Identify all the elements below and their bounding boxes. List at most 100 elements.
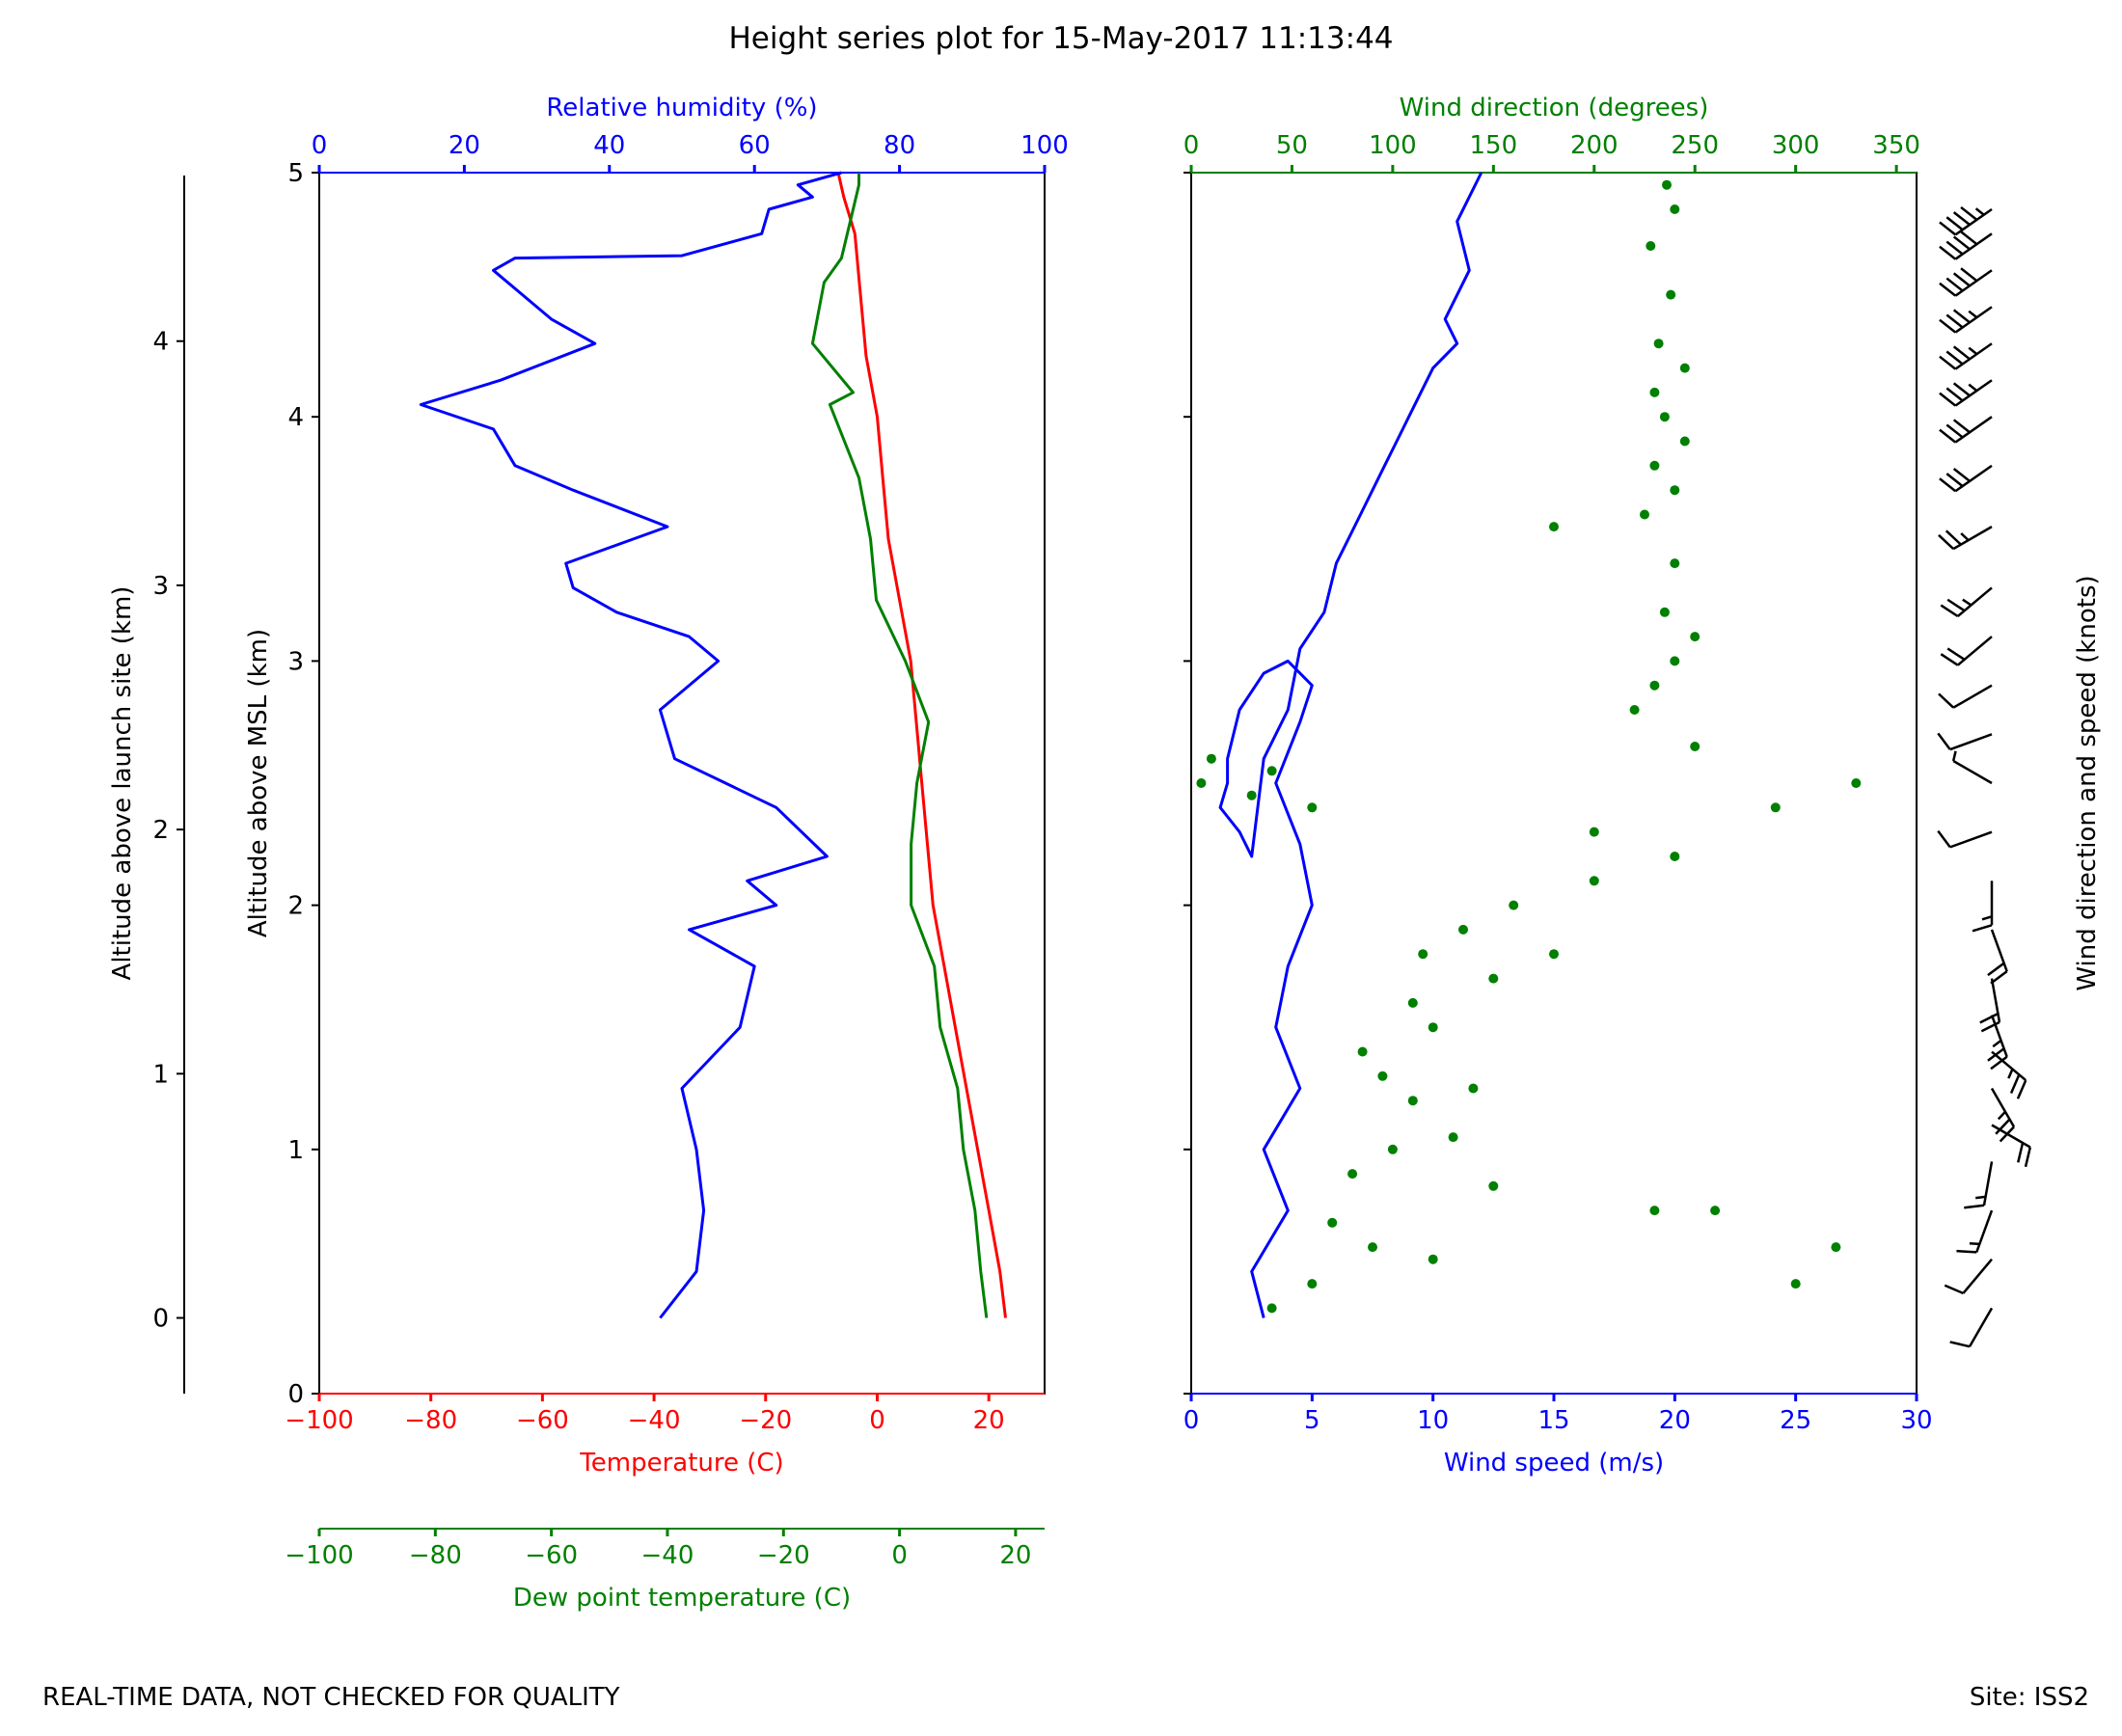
wind-direction-point (1448, 1132, 1458, 1143)
wind-barb-flag (1938, 533, 1955, 551)
wind-barb (1944, 1258, 1993, 1295)
dew-axis-tick-label: −60 (525, 1541, 578, 1570)
wind-direction-point (1589, 876, 1599, 886)
wind-barb-staff (1991, 1124, 2031, 1149)
wind-barb (1949, 1307, 1994, 1348)
wind-barb-flag (1952, 419, 1971, 434)
wind-direction-point (1549, 522, 1559, 532)
launch-tick-label: 3 (152, 572, 169, 601)
wind-direction-point (1488, 973, 1499, 984)
wind-barb-staff (1962, 1258, 1993, 1294)
wind-direction-point (1666, 289, 1676, 300)
wind-direction-point (1649, 387, 1660, 397)
speed-axis-tick-label: 25 (1780, 1406, 1811, 1435)
wind-direction-point (1509, 900, 1519, 910)
wind-barb (1939, 342, 1993, 370)
wind-barb-staff (1990, 1015, 2008, 1058)
wind-barb-staff (1952, 684, 1993, 709)
wind-barb (1951, 750, 1993, 785)
wind-barb-staff (1990, 929, 2008, 972)
launch-axis-label: Altitude above launch site (km) (108, 586, 137, 981)
wind-direction-point (1488, 1180, 1499, 1191)
wind-barb (1964, 1161, 1994, 1209)
wind-direction-point (1659, 607, 1670, 617)
wind-barb (1972, 881, 1994, 933)
temp-axis-tick-label: −40 (628, 1406, 681, 1435)
wind-barb-half-flag (1975, 1195, 1986, 1200)
wind-barb-staff (1952, 526, 1993, 551)
wind-barb-flag (1939, 282, 1957, 297)
wind-direction-point (1418, 949, 1428, 960)
relative-humidity-line (419, 171, 842, 1319)
wind-direction-point (1662, 179, 1672, 190)
msl-tick-label: 5 (287, 159, 304, 188)
temperature-line (836, 172, 1007, 1318)
rh-axis-tick-label: 60 (739, 131, 771, 160)
wind-barb-staff (1991, 1050, 2027, 1082)
msl-tick-label: 0 (287, 1380, 304, 1409)
wind-barb-flag (1938, 692, 1955, 709)
wind-direction-point (1649, 460, 1660, 471)
wind-direction-point (1196, 778, 1207, 788)
wind-direction-point (1670, 204, 1680, 214)
dew-axis-tick-label: 20 (999, 1541, 1031, 1570)
wind-barb-staff (1954, 207, 1993, 236)
dew-point-temperature-line (810, 173, 989, 1318)
wind-barb-staff (1949, 830, 1993, 849)
temp-axis-tick-label: 0 (869, 1406, 885, 1435)
wind-barb-flag (1939, 428, 1957, 444)
wind-speed-line (1218, 172, 1483, 1318)
launch-tick-label: 4 (152, 328, 169, 357)
wind-barb-flag (1952, 272, 1971, 287)
wind-barb-half-flag (1968, 346, 1978, 356)
rh-axis: 0 20 40 60 80 100 (312, 131, 1069, 174)
wind-barb-staff (1949, 733, 1993, 751)
wind-barb-flag (1945, 240, 1964, 256)
temp-axis-tick-label: −100 (285, 1406, 353, 1435)
msl-tick-label: 4 (287, 403, 304, 432)
wind-barb-half-flag (1960, 532, 1970, 542)
msl-altitude-axis: 0 1 2 3 4 5 (287, 159, 319, 1409)
wind-barb-staff (1954, 232, 1993, 260)
site-label: Site: ISS2 (1969, 1683, 2089, 1712)
wind-barb (1939, 267, 1993, 297)
wind-barb (1990, 1087, 2016, 1143)
wind-barb-staff (1956, 636, 1993, 666)
wind-barb-half-flag (1969, 1242, 1980, 1246)
temp-axis-tick-label: −60 (516, 1406, 569, 1435)
wind-direction-point (1649, 680, 1660, 691)
wind-series (1196, 172, 1862, 1318)
thermo-series (419, 171, 1007, 1319)
speed-axis-tick-label: 15 (1537, 1406, 1569, 1435)
barbs-axis-label: Wind direction and speed (knots) (2073, 575, 2102, 990)
wind-barb-flag (1945, 350, 1964, 366)
wind-barb (1991, 1124, 2032, 1168)
rh-axis-tick-label: 100 (1020, 131, 1069, 160)
wind-barb-flag (1939, 221, 1957, 236)
dew-axis-tick-label: −100 (285, 1541, 353, 1570)
wind-direction-point (1690, 632, 1700, 642)
wind-barb-flag (2024, 1147, 2032, 1168)
dew-axis-tick-label: −40 (641, 1541, 694, 1570)
wind-barb-flag (1980, 1020, 2000, 1033)
wind-barb-flag (1952, 211, 1971, 227)
wind-direction-point (1659, 412, 1670, 422)
dew-axis-tick-label: −80 (409, 1541, 462, 1570)
wind-barb-flag (1939, 245, 1957, 260)
wind-barb-flag (1990, 970, 2008, 985)
dir-axis-tick-label: 0 (1183, 131, 1200, 160)
wind-barb-flag (1952, 235, 1971, 251)
wind-barb-flag (1945, 423, 1964, 439)
wind-direction-point (1428, 1022, 1438, 1033)
wind-barb-flag (1952, 382, 1971, 397)
wind-barb-half-flag (1997, 1110, 2006, 1121)
wind-direction-point (1387, 1144, 1398, 1154)
wind-barb-flag (1964, 1204, 1985, 1209)
wind-direction-point (1831, 1242, 1841, 1253)
wind-direction-point (1407, 1096, 1418, 1106)
wind-barb (1987, 1015, 2008, 1071)
wind-direction-point (1851, 778, 1862, 788)
wind-barb (1939, 205, 1993, 236)
wind-direction-point (1629, 705, 1640, 715)
